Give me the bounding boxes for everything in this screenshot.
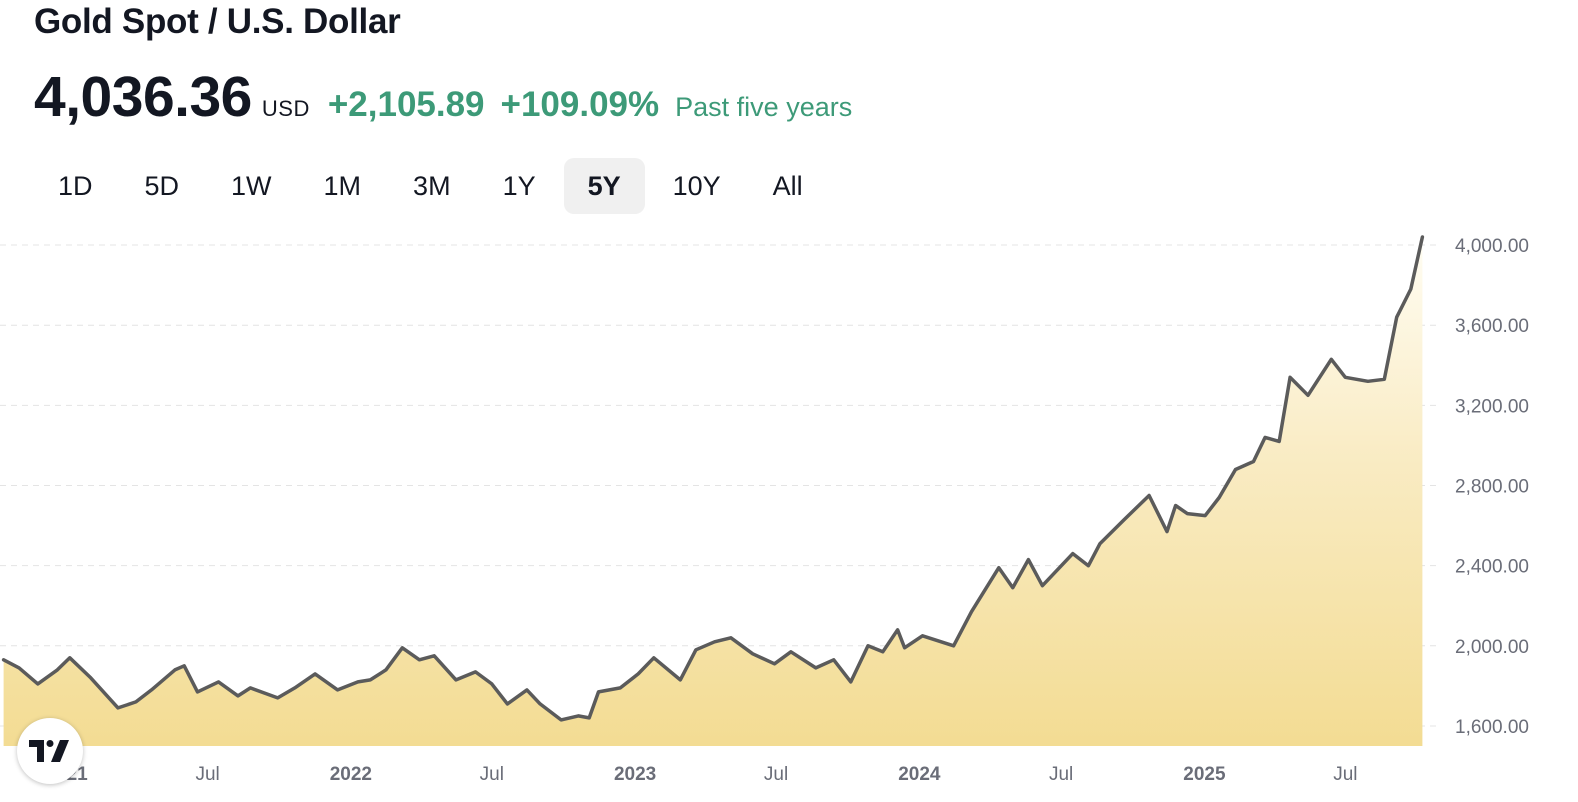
x-tick-label: Jul [195,764,219,785]
x-tick-label: Jul [480,764,504,785]
currency-label: USD [261,96,310,121]
period-label: Past five years [675,92,853,122]
price-line [1,235,1425,722]
tab-1w[interactable]: 1W [231,171,272,201]
price-row: 4,036.36 USD +2,105.89 +109.09% Past fiv… [34,64,852,130]
x-tick-label: Jul [1049,764,1073,785]
tab-5y[interactable]: 5Y [563,158,645,214]
price-chart[interactable]: 1,600.00 2,000.00 2,400.00 2,800.00 3,200.00… [0,225,1578,802]
x-tick-label: 2023 [614,764,656,785]
tab-1y[interactable]: 1Y [502,171,536,201]
tab-all[interactable]: All [772,171,803,201]
tab-1d[interactable]: 1D [58,171,93,201]
price-change-percent: +109.09% [500,85,660,124]
y-tick-label: 4,000.00 [1455,236,1529,257]
y-tick-label: 3,200.00 [1455,396,1529,417]
current-price: 4,036.36 [34,65,252,129]
page-title: Gold Spot / U.S. Dollar [34,2,401,41]
tab-5d[interactable]: 5D [144,171,180,201]
x-tick-label: Jul [764,764,788,785]
y-tick-label: 1,600.00 [1455,717,1529,738]
tradingview-logo-glyph [29,740,69,762]
x-tick-label: 2025 [1183,764,1226,785]
tradingview-logo-icon[interactable] [17,718,83,784]
y-tick-label: 2,800.00 [1455,477,1529,498]
y-tick-label: 2,400.00 [1455,557,1529,578]
x-tick-label: 2022 [330,764,372,785]
y-tick-label: 2,000.00 [1455,637,1529,658]
price-change: +2,105.89 [327,85,485,124]
y-tick-label: 3,600.00 [1455,316,1529,337]
x-tick-label: Jul [1333,764,1357,785]
tab-10y[interactable]: 10Y [672,171,721,201]
tab-1m[interactable]: 1M [323,171,362,201]
range-tabs: 1D 5D 1W 1M 3M 1Y 5Y 10Y All [34,158,831,214]
tab-3m[interactable]: 3M [413,171,451,201]
x-tick-label: 2024 [898,764,941,785]
price-area-fill [3,237,1423,746]
